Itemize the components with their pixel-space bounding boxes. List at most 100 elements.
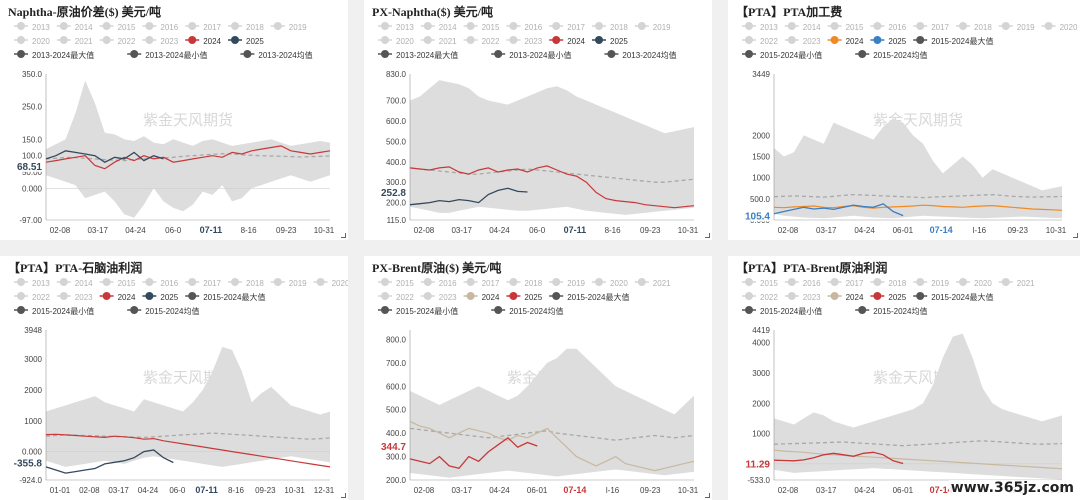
resize-handle-icon[interactable] xyxy=(705,233,710,238)
legend-item[interactable]: 2018 xyxy=(956,22,992,32)
legend-item[interactable]: 2017 xyxy=(185,22,222,32)
legend-item[interactable]: 2019 xyxy=(270,278,307,288)
legend-item[interactable]: 2025 xyxy=(228,36,264,46)
legend-item[interactable]: 2021 xyxy=(420,36,457,46)
legend-item[interactable]: 2022 xyxy=(378,292,414,302)
legend-item[interactable]: 2014 xyxy=(56,278,93,288)
legend-item[interactable]: 2020 xyxy=(313,278,348,288)
legend-item[interactable]: 2022 xyxy=(99,36,136,46)
legend-item[interactable]: 2015-2024均值 xyxy=(127,306,199,316)
legend-item[interactable]: 2013-2024最小值 xyxy=(491,50,571,60)
legend-item[interactable]: 2014 xyxy=(784,22,821,32)
legend-item[interactable]: 2019 xyxy=(634,22,671,32)
resize-handle-icon[interactable] xyxy=(341,493,346,498)
legend-item[interactable]: 2015-2024最小值 xyxy=(742,50,822,60)
legend-item[interactable]: 2023 xyxy=(420,292,457,302)
legend-item[interactable]: 2017 xyxy=(463,278,500,288)
legend-item[interactable]: 2016 xyxy=(420,278,457,288)
series-2025-line xyxy=(409,436,538,470)
legend-item[interactable]: 2020 xyxy=(1041,22,1078,32)
legend-item[interactable]: 2016 xyxy=(142,22,179,32)
resize-handle-icon[interactable] xyxy=(341,233,346,238)
legend-item[interactable]: 2024 xyxy=(185,36,222,46)
legend-item[interactable]: 2013-2024最大值 xyxy=(14,50,94,60)
legend-item[interactable]: 2013 xyxy=(378,22,414,32)
legend-label: 2019 xyxy=(289,23,307,32)
legend-item[interactable]: 2024 xyxy=(827,36,864,46)
legend-item[interactable]: 2013-2024均值 xyxy=(604,50,677,60)
legend-item[interactable]: 2025 xyxy=(142,292,179,302)
legend-item[interactable]: 2020 xyxy=(378,36,414,46)
legend-item[interactable]: 2018 xyxy=(870,278,907,288)
legend-item[interactable]: 2016 xyxy=(506,22,543,32)
legend-item[interactable]: 2013-2024均值 xyxy=(240,50,313,60)
legend-item[interactable]: 2023 xyxy=(784,36,821,46)
legend-item[interactable]: 2018 xyxy=(228,278,264,288)
legend-item[interactable]: 2025 xyxy=(592,36,628,46)
resize-handle-icon[interactable] xyxy=(1073,233,1078,238)
legend-item[interactable]: 2018 xyxy=(228,22,264,32)
legend-item[interactable]: 2017 xyxy=(913,22,950,32)
legend-item[interactable]: 2015-2024最小值 xyxy=(742,306,822,316)
legend-item[interactable]: 2022 xyxy=(742,36,778,46)
legend-item[interactable]: 2025 xyxy=(870,292,907,302)
legend-item[interactable]: 2023 xyxy=(784,292,821,302)
legend-item[interactable]: 2024 xyxy=(463,292,500,302)
legend-item[interactable]: 2017 xyxy=(827,278,864,288)
legend-marker-icon xyxy=(509,292,518,300)
legend-item[interactable]: 2015-2024最大值 xyxy=(913,292,993,302)
legend-item[interactable]: 2022 xyxy=(742,292,778,302)
legend-item[interactable]: 2015-2024最小值 xyxy=(378,306,458,316)
legend-item[interactable]: 2014 xyxy=(420,22,457,32)
legend-item[interactable]: 2013 xyxy=(14,278,50,288)
legend-item[interactable]: 2015-2024均值 xyxy=(855,50,927,60)
legend-item[interactable]: 2019 xyxy=(270,22,307,32)
legend-item[interactable]: 2015 xyxy=(99,22,136,32)
legend-item[interactable]: 2016 xyxy=(870,22,907,32)
legend-item[interactable]: 2015 xyxy=(827,22,864,32)
legend-item[interactable]: 2015 xyxy=(463,22,500,32)
legend-item[interactable]: 2015-2024最大值 xyxy=(185,292,265,302)
legend-item[interactable]: 2021 xyxy=(634,278,671,288)
legend-item[interactable]: 2013-2024最小值 xyxy=(127,50,207,60)
legend-item[interactable]: 2015-2024均值 xyxy=(491,306,563,316)
legend-item[interactable]: 2019 xyxy=(998,22,1035,32)
legend-item[interactable]: 2015 xyxy=(378,278,414,288)
legend-item[interactable]: 2013 xyxy=(742,22,778,32)
legend-item[interactable]: 2015-2024均值 xyxy=(855,306,927,316)
legend-item[interactable]: 2023 xyxy=(56,292,93,302)
legend-item[interactable]: 2020 xyxy=(592,278,628,288)
resize-handle-icon[interactable] xyxy=(705,493,710,498)
legend-item[interactable]: 2024 xyxy=(827,292,864,302)
legend-item[interactable]: 2017 xyxy=(549,22,586,32)
legend-item[interactable]: 2014 xyxy=(56,22,93,32)
legend-item[interactable]: 2018 xyxy=(506,278,543,288)
legend-item[interactable]: 2015 xyxy=(742,278,778,288)
legend-item[interactable]: 2015-2024最大值 xyxy=(913,36,993,46)
legend-item[interactable]: 2013-2024最大值 xyxy=(378,50,458,60)
legend-item[interactable]: 2015-2024最小值 xyxy=(14,306,94,316)
legend-item[interactable]: 2022 xyxy=(463,36,500,46)
legend-item[interactable]: 2013 xyxy=(14,22,50,32)
legend-item[interactable]: 2020 xyxy=(14,36,50,46)
legend-item[interactable]: 2023 xyxy=(506,36,543,46)
legend-item[interactable]: 2024 xyxy=(99,292,136,302)
legend-item[interactable]: 2016 xyxy=(784,278,821,288)
legend-item[interactable]: 2021 xyxy=(998,278,1035,288)
legend-label: 2018 xyxy=(610,23,628,32)
x-tick-label: 10-31 xyxy=(284,486,305,495)
legend-item[interactable]: 2018 xyxy=(592,22,628,32)
legend-item[interactable]: 2022 xyxy=(14,292,50,302)
legend-item[interactable]: 2017 xyxy=(185,278,222,288)
legend-item[interactable]: 2023 xyxy=(142,36,179,46)
legend-item[interactable]: 2024 xyxy=(549,36,586,46)
legend-item[interactable]: 2019 xyxy=(549,278,586,288)
legend-item[interactable]: 2015 xyxy=(99,278,136,288)
legend-item[interactable]: 2020 xyxy=(956,278,992,288)
legend-item[interactable]: 2025 xyxy=(506,292,543,302)
legend-item[interactable]: 2025 xyxy=(870,36,907,46)
legend-item[interactable]: 2021 xyxy=(56,36,93,46)
legend-item[interactable]: 2016 xyxy=(142,278,179,288)
legend-item[interactable]: 2019 xyxy=(913,278,950,288)
legend-item[interactable]: 2015-2024最大值 xyxy=(549,292,629,302)
